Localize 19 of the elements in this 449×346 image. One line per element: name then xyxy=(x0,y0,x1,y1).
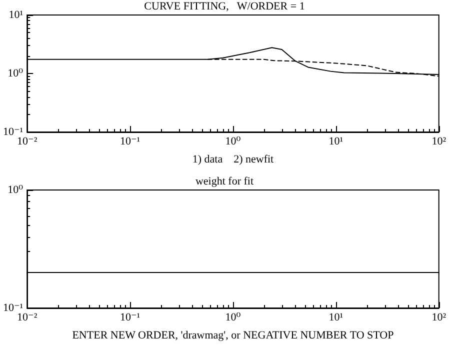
x-axis-title: 1) data 2) newfit xyxy=(192,154,274,166)
x-tick-label: 10⁻¹ xyxy=(120,136,140,148)
y-tick-label: 10¹ xyxy=(8,9,24,21)
y-tick-label: 10⁻¹ xyxy=(2,302,24,314)
x-tick-label: 10¹ xyxy=(328,136,344,148)
y-tick-label: 10⁰ xyxy=(8,184,24,196)
x-tick-label: 10⁻¹ xyxy=(120,312,140,324)
y-tick-label: 10⁻¹ xyxy=(2,126,24,138)
x-tick-label: 10¹ xyxy=(328,312,344,324)
chart-title: weight for fit xyxy=(195,176,254,188)
y-tick-label: 10⁰ xyxy=(8,68,24,80)
x-tick-label: 10² xyxy=(432,136,447,148)
x-tick-label: 10⁰ xyxy=(225,312,242,324)
x-tick-label: 10⁻² xyxy=(17,312,38,324)
x-tick-label: 10² xyxy=(432,312,447,324)
x-tick-label: 10⁰ xyxy=(225,136,242,148)
x-axis-title: ENTER NEW ORDER, 'drawmag', or NEGATIVE NUMBER TO STOP xyxy=(72,330,394,342)
chart-title: CURVE FITTING, W/ORDER = 1 xyxy=(144,0,305,12)
x-tick-label: 10⁻² xyxy=(17,136,38,148)
